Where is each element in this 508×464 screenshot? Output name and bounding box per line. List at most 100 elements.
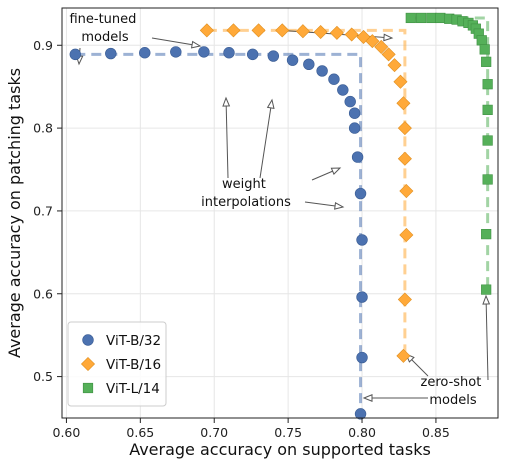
legend-marker-series-0: [82, 334, 94, 346]
data-point-series-1: [226, 23, 241, 38]
annotation-weight-interpolations: weight interpolations: [201, 177, 291, 210]
annotation-zero-shot-models: zero-shot models: [421, 375, 486, 408]
guide-line-series-2: [410, 16, 490, 290]
data-point-series-1: [295, 24, 310, 39]
data-point-series-2: [405, 12, 416, 24]
x-tick-label: 0.80: [348, 425, 376, 440]
data-points: [69, 12, 493, 420]
data-point-series-0: [316, 65, 328, 77]
data-point-series-0: [328, 73, 340, 85]
guide-line-series-1: [206, 28, 407, 356]
data-point-series-1: [329, 25, 344, 40]
data-point-series-1: [275, 23, 290, 38]
x-axis-label: Average accuracy on supported tasks: [129, 440, 431, 459]
x-tick-label: 0.65: [126, 425, 154, 440]
data-point-series-0: [246, 48, 259, 61]
data-point-series-0: [348, 107, 361, 119]
annotation-arrow-head: [190, 40, 202, 49]
annotation-fine-tuned-models: fine-tuned models: [69, 12, 140, 45]
data-point-series-1: [393, 74, 408, 89]
data-point-series-1: [374, 39, 389, 54]
annotation-arrow-head: [266, 98, 275, 110]
data-point-series-0: [348, 122, 361, 134]
data-point-series-2: [476, 35, 487, 46]
data-point-series-1: [344, 27, 359, 42]
y-axis-label: Average accuracy on patching tasks: [5, 68, 24, 358]
data-point-series-0: [356, 351, 368, 364]
data-point-series-1: [397, 292, 412, 307]
y-tick-label: 0.8: [33, 121, 53, 136]
data-point-series-2: [479, 44, 490, 55]
data-point-series-1: [199, 23, 214, 38]
data-point-series-0: [303, 58, 315, 71]
data-point-series-0: [351, 151, 364, 163]
data-point-series-2: [435, 12, 446, 24]
data-point-series-1: [365, 34, 380, 49]
data-point-series-0: [105, 47, 117, 60]
data-point-series-0: [356, 234, 368, 246]
legend-markers: [80, 334, 96, 394]
data-point-series-1: [387, 58, 402, 73]
data-point-series-0: [354, 408, 367, 420]
x-tick-label: 0.85: [422, 425, 450, 440]
annotation-arrow-head: [362, 394, 373, 402]
data-point-series-2: [481, 284, 492, 295]
annotation-arrow-head: [222, 96, 231, 107]
data-point-series-0: [286, 54, 299, 66]
data-point-series-0: [267, 50, 280, 62]
data-point-series-0: [139, 47, 151, 59]
annotation-arrow-head: [334, 201, 345, 210]
legend-marker-series-2: [82, 382, 94, 394]
data-point-series-0: [170, 46, 182, 58]
annotation-line: weight: [222, 177, 266, 192]
annotation-arrow-line: [259, 99, 273, 179]
data-point-series-0: [337, 84, 349, 96]
legend: ViT-B/32 ViT-B/16 ViT-L/14: [67, 321, 167, 407]
annotation-arrow-head: [383, 33, 394, 42]
x-tick-label: 0.75: [274, 425, 302, 440]
y-tick-label: 0.9: [33, 38, 53, 53]
data-point-series-2: [482, 104, 493, 115]
data-point-series-0: [198, 46, 210, 58]
y-tick-label: 0.7: [33, 203, 53, 218]
x-tick-label: 0.60: [53, 425, 81, 440]
data-point-series-2: [426, 12, 437, 24]
annotation-line: interpolations: [201, 195, 291, 210]
annotation-arrow-line: [485, 295, 489, 381]
annotation-arrow-line: [225, 97, 229, 179]
annotation-line: fine-tuned: [69, 12, 136, 27]
data-point-series-2: [481, 229, 492, 240]
data-point-series-1: [399, 227, 414, 242]
data-point-series-1: [396, 348, 411, 363]
annotation-line: zero-shot: [421, 375, 482, 390]
annotation-line: models: [429, 393, 476, 408]
annotation-arrow-head: [330, 167, 342, 175]
legend-label-vit-b16: ViT-B/16: [106, 357, 161, 373]
data-point-series-1: [381, 47, 396, 62]
legend-label-vit-l14: ViT-L/14: [106, 381, 160, 397]
data-point-series-2: [481, 56, 492, 67]
data-point-series-1: [251, 23, 266, 38]
data-point-series-0: [223, 47, 235, 59]
y-tick-label: 0.5: [33, 369, 53, 384]
axis-ticks: 0.60 0.65 0.70 0.75 0.80 0.85 0.5 0.6 0.7 0.8 0.9: [33, 38, 450, 440]
data-point-series-2: [482, 135, 493, 146]
data-point-series-1: [399, 184, 414, 199]
y-tick-label: 0.6: [33, 286, 53, 301]
legend-marker-series-1: [80, 356, 96, 372]
legend-label-vit-b32: ViT-B/32: [106, 333, 161, 349]
data-point-series-1: [397, 151, 412, 166]
data-point-series-1: [396, 96, 411, 111]
data-point-series-1: [313, 24, 328, 40]
x-tick-label: 0.70: [200, 425, 228, 440]
data-point-series-1: [397, 121, 412, 136]
annotation-arrow-head: [482, 294, 491, 305]
data-point-series-2: [416, 12, 427, 24]
data-point-series-2: [482, 79, 493, 90]
plot-frame: [61, 7, 499, 419]
data-point-series-0: [356, 291, 368, 303]
annotation-line: models: [81, 30, 128, 45]
data-point-series-0: [354, 187, 367, 200]
data-point-series-0: [69, 48, 82, 61]
